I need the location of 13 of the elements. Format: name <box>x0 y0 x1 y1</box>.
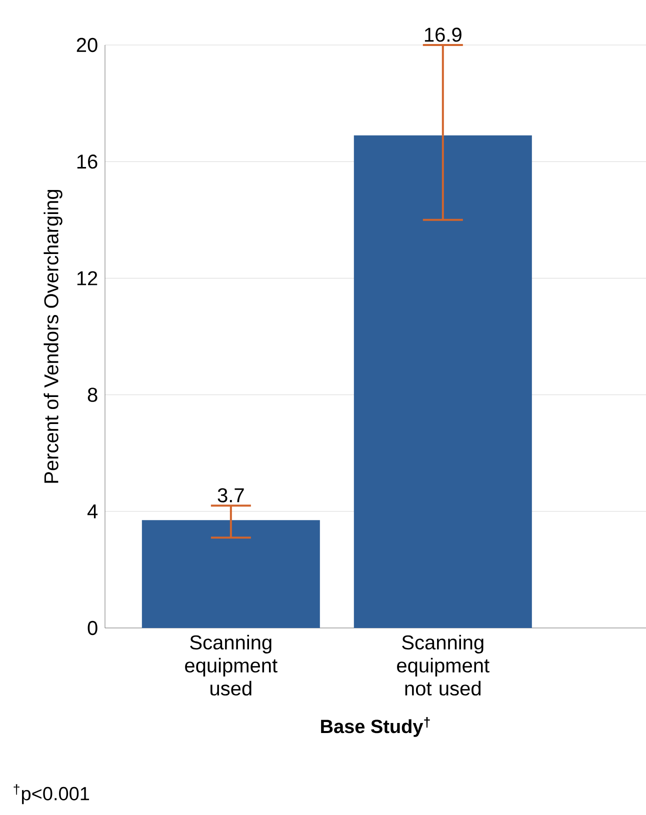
text: $^{†}$p<0.001 <box>14 784 90 804</box>
annotation: 16.9 <box>424 28 462 42</box>
y-tick-label: 20 <box>76 38 98 52</box>
y-tick-label: 16 <box>77 154 98 169</box>
annotation: 3.7 <box>218 488 244 502</box>
y-tick-label: 0 <box>88 620 98 636</box>
y-tick-label: 12 <box>77 271 98 286</box>
y-axis-title: Percent of Vendors Overcharging <box>44 190 62 483</box>
y-tick-label: 8 <box>88 388 98 402</box>
x-axis-title: Base Study$^{†}$ <box>321 717 430 737</box>
y-tick-label: 4 <box>87 504 98 518</box>
x-tick-label: Scanning equipment not used <box>397 634 490 696</box>
x-tick-label: Scanning equipment used <box>185 634 278 696</box>
